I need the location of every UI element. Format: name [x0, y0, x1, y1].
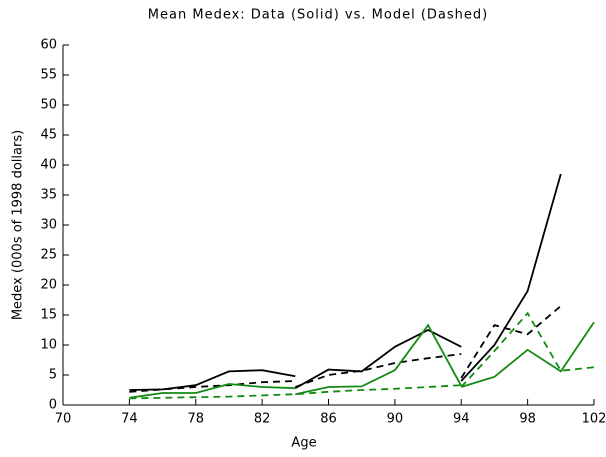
- x-tick-label: 82: [254, 412, 271, 427]
- series-line: [294, 328, 462, 389]
- y-tick-label: 45: [40, 128, 57, 143]
- x-tick-label: 74: [121, 412, 138, 427]
- series-line: [460, 321, 595, 388]
- x-tick-label: 94: [453, 412, 470, 427]
- y-tick-label: 10: [40, 338, 57, 353]
- y-tick-label: 30: [40, 218, 57, 233]
- y-tick-label: 20: [40, 278, 57, 293]
- series-line: [460, 173, 562, 382]
- series-line: [460, 311, 595, 388]
- series-line: [295, 323, 463, 396]
- series-line: [129, 384, 462, 400]
- y-tick-label: 55: [40, 68, 57, 83]
- chart-title: Mean Medex: Data (Solid) vs. Model (Dash…: [148, 8, 488, 23]
- y-tick-label: 0: [49, 398, 57, 413]
- y-tick-label: 50: [40, 98, 57, 113]
- x-tick-label: 70: [55, 412, 72, 427]
- y-tick-label: 15: [40, 308, 57, 323]
- y-tick-label: 5: [49, 368, 57, 383]
- x-tick-label: 98: [519, 412, 536, 427]
- y-axis-label: Medex (000s of 1998 dollars): [11, 130, 26, 320]
- series-line: [129, 383, 296, 399]
- x-tick-label: 90: [387, 412, 404, 427]
- x-axis-label: Age: [291, 436, 316, 451]
- series-line: [129, 380, 296, 393]
- y-tick-label: 35: [40, 188, 57, 203]
- series-line: [295, 353, 462, 388]
- x-tick-label: 78: [187, 412, 204, 427]
- y-tick-label: 40: [40, 158, 57, 173]
- y-tick-label: 25: [40, 248, 57, 263]
- y-tick-label: 60: [40, 38, 57, 53]
- x-tick-label: 102: [582, 412, 606, 427]
- x-tick-label: 86: [320, 412, 337, 427]
